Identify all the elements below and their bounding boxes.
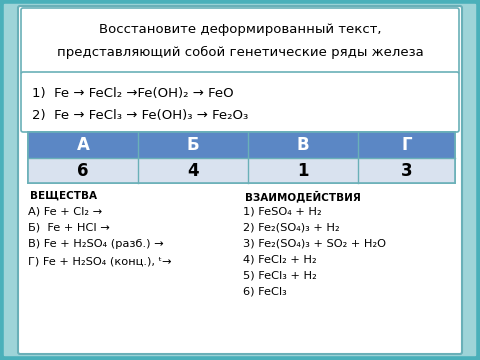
Text: А) Fe + Cl₂ →: А) Fe + Cl₂ → bbox=[28, 207, 102, 217]
Bar bbox=[28, 132, 455, 158]
Text: 4) FeCl₂ + H₂: 4) FeCl₂ + H₂ bbox=[243, 255, 317, 265]
Text: 1) FeSO₄ + H₂: 1) FeSO₄ + H₂ bbox=[243, 207, 322, 217]
Text: Г) Fe + H₂SO₄ (конц.), ᵗ→: Г) Fe + H₂SO₄ (конц.), ᵗ→ bbox=[28, 257, 171, 267]
Text: В: В bbox=[297, 136, 309, 154]
Text: 3) Fe₂(SO₄)₃ + SO₂ + H₂O: 3) Fe₂(SO₄)₃ + SO₂ + H₂O bbox=[243, 239, 386, 249]
FancyBboxPatch shape bbox=[18, 6, 462, 354]
FancyBboxPatch shape bbox=[21, 8, 459, 74]
Text: 1)  Fe → FeCl₂ →Fe(OH)₂ → FeO: 1) Fe → FeCl₂ →Fe(OH)₂ → FeO bbox=[32, 86, 234, 99]
Text: 6) FeCl₃: 6) FeCl₃ bbox=[243, 287, 287, 297]
Text: представляющий собой генетические ряды железа: представляющий собой генетические ряды ж… bbox=[57, 45, 423, 59]
Bar bbox=[28, 132, 455, 183]
FancyBboxPatch shape bbox=[21, 72, 459, 132]
Text: ВЕЩЕСТВА: ВЕЩЕСТВА bbox=[30, 191, 97, 201]
Text: 1: 1 bbox=[297, 162, 309, 180]
Text: 4: 4 bbox=[187, 162, 199, 180]
Text: ВЗАИМОДЕЙСТВИЯ: ВЗАИМОДЕЙСТВИЯ bbox=[245, 190, 361, 202]
Text: В) Fe + H₂SO₄ (разб.) →: В) Fe + H₂SO₄ (разб.) → bbox=[28, 239, 164, 249]
Text: Б)  Fe + HCl →: Б) Fe + HCl → bbox=[28, 223, 110, 233]
Bar bbox=[28, 158, 455, 183]
Text: A: A bbox=[77, 136, 89, 154]
Text: 2)  Fe → FeCl₃ → Fe(OH)₃ → Fe₂O₃: 2) Fe → FeCl₃ → Fe(OH)₃ → Fe₂O₃ bbox=[32, 109, 248, 122]
Text: Восстановите деформированный текст,: Восстановите деформированный текст, bbox=[99, 23, 381, 36]
Text: 6: 6 bbox=[77, 162, 89, 180]
Text: 2) Fe₂(SO₄)₃ + H₂: 2) Fe₂(SO₄)₃ + H₂ bbox=[243, 223, 340, 233]
Text: Г: Г bbox=[401, 136, 412, 154]
Text: 5) FeCl₃ + H₂: 5) FeCl₃ + H₂ bbox=[243, 271, 317, 281]
Text: Б: Б bbox=[187, 136, 199, 154]
Text: 3: 3 bbox=[401, 162, 412, 180]
